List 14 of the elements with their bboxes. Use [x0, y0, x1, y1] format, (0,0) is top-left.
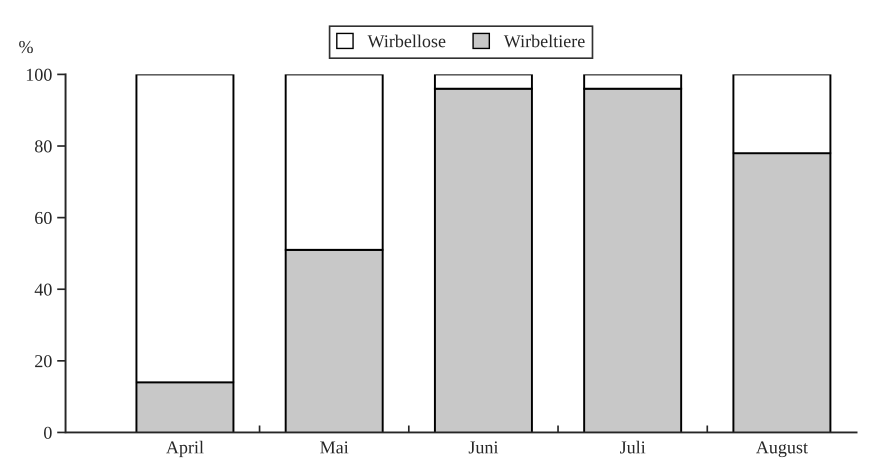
y-axis-title: %	[19, 40, 33, 54]
x-tick-label: Juni	[468, 441, 498, 454]
y-tick-label: 40	[34, 283, 52, 296]
y-tick-label: 20	[35, 355, 52, 368]
y-tick-label: 60	[35, 212, 52, 224]
x-tick-label: Juli	[620, 440, 646, 454]
x-tick-label: Mai	[320, 441, 348, 454]
y-tick-label: 100	[26, 68, 52, 81]
x-tick-label: April	[166, 440, 204, 458]
y-tick-label: 0	[44, 426, 52, 439]
legend-label: Wirbellose	[368, 34, 446, 48]
y-tick-label: 80	[34, 140, 52, 152]
x-tick-label: August	[756, 441, 808, 458]
legend-label: Wirbeltiere	[504, 34, 585, 48]
